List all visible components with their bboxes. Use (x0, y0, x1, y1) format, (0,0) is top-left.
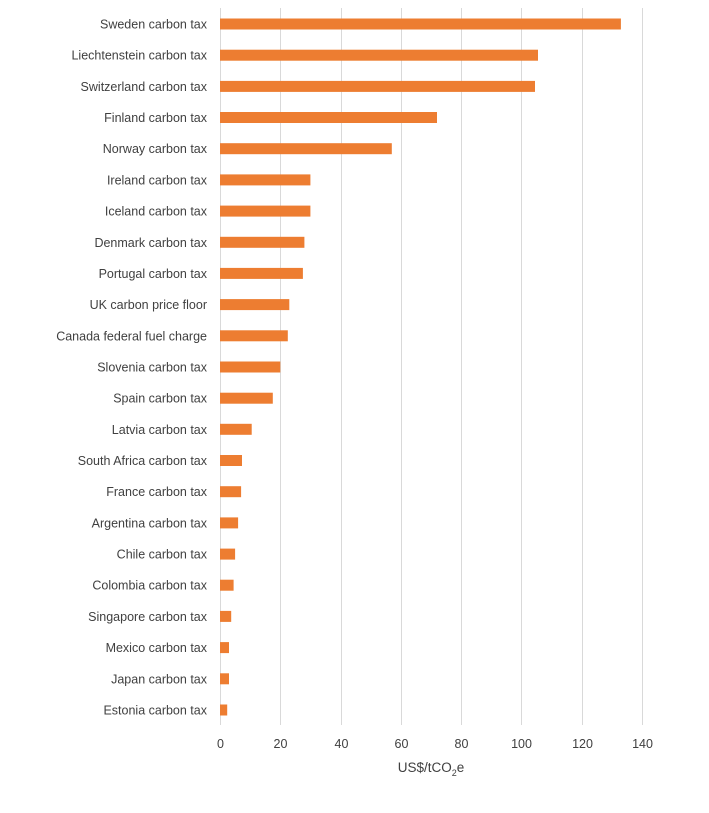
bar (220, 18, 621, 30)
x-axis-title-main: US$/tCO (398, 760, 452, 775)
category-label: Mexico carbon tax (106, 641, 208, 655)
bar (220, 548, 236, 560)
bar (220, 392, 273, 404)
category-label: France carbon tax (106, 485, 207, 499)
category-label: Ireland carbon tax (107, 173, 208, 187)
category-label: UK carbon price floor (90, 298, 207, 312)
category-label: Slovenia carbon tax (97, 361, 208, 375)
x-tick-label: 0 (217, 737, 224, 751)
category-label: Liechtenstein carbon tax (71, 49, 207, 63)
bar (220, 610, 232, 622)
category-label: Chile carbon tax (117, 548, 208, 562)
category-label: Finland carbon tax (104, 111, 208, 125)
gridlines (220, 8, 643, 725)
x-axis-title-subscript: 2 (452, 768, 457, 778)
category-label: Spain carbon tax (113, 392, 208, 406)
bar (220, 174, 311, 186)
x-axis-title-suffix: e (457, 760, 465, 775)
category-label: Iceland carbon tax (105, 205, 208, 219)
x-axis-title: US$/tCO2e (398, 760, 465, 778)
bar (220, 517, 239, 529)
bar (220, 704, 228, 716)
category-label: Norway carbon tax (103, 142, 208, 156)
bar (220, 579, 234, 591)
bar (220, 673, 229, 685)
bar (220, 455, 242, 466)
bar (220, 267, 303, 279)
category-label: Singapore carbon tax (88, 610, 208, 624)
category-label: Argentina carbon tax (92, 516, 208, 530)
x-tick-label: 100 (511, 737, 532, 751)
x-tick-label: 120 (572, 737, 593, 751)
category-label: Switzerland carbon tax (81, 80, 208, 94)
x-tick-label: 20 (274, 737, 288, 751)
category-labels: Sweden carbon tax Liechtenstein carbon ta… (56, 18, 208, 718)
category-label: Denmark carbon tax (94, 236, 207, 250)
category-label: Portugal carbon tax (99, 267, 208, 281)
bar (220, 642, 229, 654)
category-label: Canada federal fuel charge (56, 329, 207, 343)
x-tick-label: 80 (455, 737, 469, 751)
bar (220, 49, 538, 61)
category-label: South Africa carbon tax (78, 454, 208, 468)
bar (220, 80, 535, 92)
bars (220, 18, 621, 716)
bar (220, 423, 252, 435)
bar (220, 361, 281, 373)
category-label: Colombia carbon tax (92, 579, 207, 593)
bar (220, 330, 288, 342)
category-label: Japan carbon tax (111, 672, 208, 686)
bar (220, 112, 437, 123)
x-tick-label: 40 (335, 737, 349, 751)
category-label: Sweden carbon tax (100, 18, 208, 32)
x-tick-label: 140 (632, 737, 653, 751)
category-label: Estonia carbon tax (103, 704, 207, 718)
bar (220, 299, 290, 311)
x-axis-ticks: 0 20 40 60 80 100 120 140 (217, 737, 653, 751)
bar (220, 236, 305, 248)
bar (220, 486, 242, 498)
category-label: Latvia carbon tax (112, 423, 208, 437)
bar (220, 205, 311, 217)
x-tick-label: 60 (395, 737, 409, 751)
bar (220, 143, 392, 155)
